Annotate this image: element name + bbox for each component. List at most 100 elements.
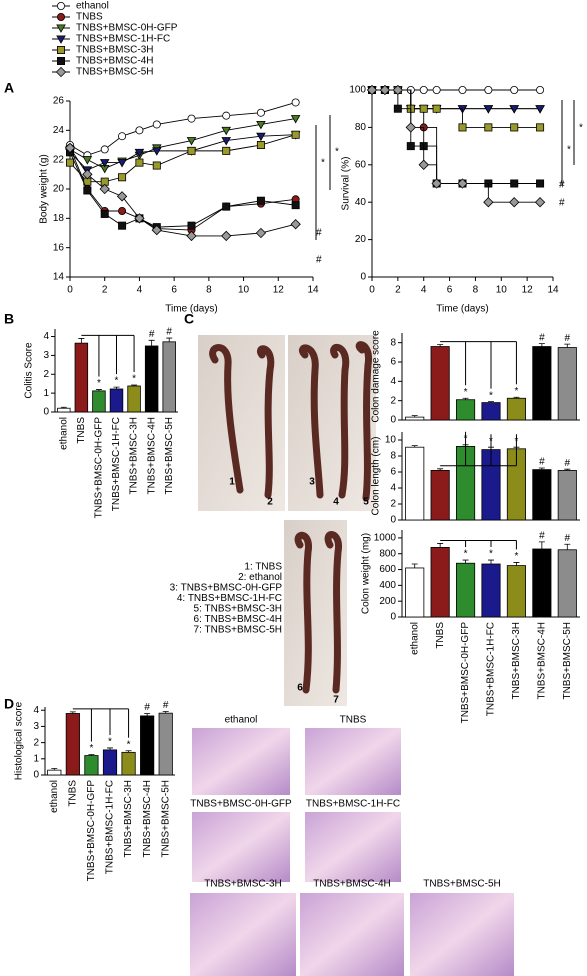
marker	[484, 123, 493, 132]
legend-marker	[57, 2, 66, 10]
marker	[431, 178, 442, 189]
bar	[140, 715, 155, 776]
error-bar	[131, 384, 138, 386]
bar	[162, 341, 176, 413]
marker	[66, 158, 75, 167]
bar	[430, 547, 450, 618]
marker	[187, 146, 196, 155]
y-tick-label: 600	[379, 564, 396, 575]
significance: *	[464, 549, 468, 560]
legend-marker	[55, 66, 67, 78]
y-axis-label: Survival (%)	[341, 157, 352, 211]
x-tick-label: 8	[473, 285, 479, 296]
marker	[366, 84, 378, 96]
marker	[83, 186, 92, 195]
annotation: *	[579, 123, 583, 134]
marker	[116, 191, 128, 202]
marker	[118, 206, 127, 215]
bar	[121, 751, 136, 776]
marker	[509, 197, 520, 208]
panel-label: B	[4, 311, 14, 327]
bar	[456, 399, 476, 421]
y-tick-label: 3	[33, 721, 39, 732]
marker	[510, 179, 519, 188]
error-bar	[564, 343, 571, 348]
marker	[99, 159, 110, 168]
y-tick-label: 1000	[374, 533, 397, 544]
x-tick-label: TNBS	[435, 622, 446, 649]
significance: #	[149, 329, 155, 340]
marker	[135, 158, 144, 167]
annotation: #	[316, 228, 322, 239]
x-tick-label: 12	[273, 285, 285, 296]
marker	[432, 86, 441, 95]
y-tick-label: 2	[390, 395, 396, 406]
significance: #	[539, 332, 545, 343]
bar	[92, 390, 106, 413]
histology-image	[192, 728, 290, 795]
histology-image	[190, 893, 296, 976]
error-bar	[538, 343, 545, 347]
marker	[290, 115, 301, 124]
x-tick-label: TNBS+BMSC-5H	[164, 417, 175, 495]
legend-marker	[56, 24, 66, 33]
marker	[151, 147, 162, 156]
error-bar	[564, 543, 571, 550]
y-tick-label: 0	[360, 272, 366, 283]
marker	[535, 105, 545, 114]
marker	[117, 159, 127, 168]
x-tick-label: 10	[496, 285, 508, 296]
bar	[557, 549, 577, 618]
marker	[152, 161, 161, 170]
significance: *	[489, 549, 493, 560]
marker	[291, 130, 300, 139]
series-line	[69, 147, 296, 237]
bar	[47, 769, 62, 776]
y-tick-label: 4	[43, 331, 49, 342]
bar	[506, 397, 526, 421]
bar	[405, 446, 425, 521]
error-bar	[162, 711, 169, 714]
bar	[102, 749, 118, 776]
marker	[432, 104, 441, 113]
annotation: #	[559, 180, 565, 191]
significance: *	[89, 743, 93, 754]
marker	[186, 230, 197, 242]
marker	[100, 145, 109, 154]
x-tick-label: TNBS+BMSC-1H-FC	[111, 417, 122, 511]
significance: *	[489, 390, 493, 401]
error-bar	[88, 754, 95, 756]
photo-key: 2: ethanol	[238, 572, 282, 583]
photo-number: 4	[333, 497, 339, 508]
significance: #	[565, 333, 571, 344]
x-axis-label: Time (days)	[436, 304, 488, 315]
error-bar	[462, 559, 469, 564]
error-bar	[78, 338, 85, 344]
bar	[65, 713, 80, 776]
legend-marker	[57, 46, 66, 55]
photo-number: 2	[267, 497, 273, 508]
significance: #	[166, 327, 172, 338]
histology-image	[410, 893, 514, 976]
error-bar	[60, 406, 67, 409]
panel-label: C	[184, 311, 194, 327]
error-bar	[564, 468, 571, 471]
error-bar	[144, 713, 151, 716]
marker	[221, 126, 232, 136]
marker	[509, 105, 520, 114]
x-tick-label: 6	[447, 285, 453, 296]
significance: #	[539, 531, 545, 542]
photo-number: 5	[363, 497, 369, 508]
bar	[557, 347, 577, 421]
y-tick-label: 16	[53, 242, 65, 253]
y-tick-label: 6	[390, 467, 396, 478]
legend-label: TNBS+BMSC-5H	[76, 67, 154, 78]
marker	[405, 122, 416, 133]
error-bar	[148, 339, 155, 346]
marker	[99, 183, 110, 195]
marker	[458, 123, 467, 132]
y-tick-label: 1	[33, 753, 39, 764]
marker	[151, 224, 162, 236]
marker	[510, 86, 519, 95]
histology-label: TNBS+BMSC-3H	[204, 879, 282, 890]
